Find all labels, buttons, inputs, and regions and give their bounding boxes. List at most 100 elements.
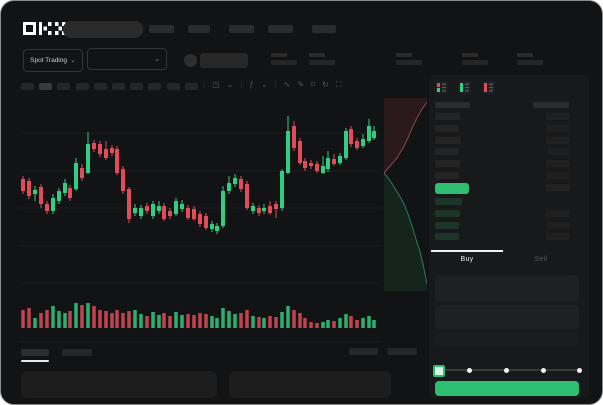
ticker-stat [462,53,492,65]
chart-footer-tab-2[interactable] [62,349,92,356]
orderbook-combined-icon[interactable] [435,81,448,94]
amount-input[interactable] [435,305,579,329]
bids-depth-area [384,173,427,291]
ask-amount-bar[interactable] [546,137,570,144]
chevron-down-icon: ⌄ [69,57,76,64]
draw-icon[interactable]: ✎ [297,80,305,89]
stat-value [396,60,422,65]
tab-buy[interactable]: Buy [460,256,474,263]
stat-label [309,53,325,57]
bid-price-bar[interactable] [435,198,462,205]
slider-stop-dot[interactable] [503,367,509,373]
ask-amount-bar[interactable] [547,172,570,179]
bid-amount-bar[interactable] [546,210,570,217]
coin-avatar[interactable] [184,54,197,67]
timeframe-button[interactable] [184,83,198,90]
line-type-icon[interactable]: ∿ [283,80,291,89]
chevron-down-icon: ⌄ [154,55,160,63]
tab-sell[interactable]: Sell [534,256,548,263]
timeframe-button[interactable] [166,83,180,90]
market-type-dropdown[interactable]: Spot Trading ⌄ [23,49,83,72]
okx-logo[interactable] [23,22,67,35]
timeframe-button[interactable] [130,83,144,90]
timeframe-button[interactable] [21,83,34,90]
total-row [435,332,579,346]
timeframe-button[interactable] [112,83,125,90]
active-tab-underline [21,360,49,362]
chart-footer-tab-1[interactable] [21,349,49,356]
indicator-icon[interactable]: ◳ [212,80,220,89]
ask-amount-bar[interactable] [548,148,570,155]
ticker-stat [396,53,426,65]
buy-button[interactable] [435,381,579,396]
timeframe-button[interactable] [148,83,162,90]
nav-item[interactable] [188,25,210,33]
bid-price-bar[interactable] [435,210,460,217]
market-type-label: Spot Trading [30,57,67,64]
chart-tools: | ◳ ⌄ | ƒ ⌄ | ∿ ✎ ⌑ ↻ ⛶ [203,81,341,89]
last-price-badge[interactable] [435,183,469,194]
active-trade-tab-indicator [431,250,503,252]
refresh-icon[interactable]: ↻ [322,80,329,89]
ask-price-bar[interactable] [435,148,459,155]
stat-label [271,53,287,57]
ask-price-bar[interactable] [435,172,459,179]
ticker-stat [517,53,547,65]
nav-item[interactable] [312,25,336,33]
orderbook-mode-switcher [435,81,501,99]
nav-item[interactable] [229,25,254,33]
fullscreen-icon[interactable]: ⛶ [335,80,342,89]
separator: | [240,80,243,89]
function-icon[interactable]: ƒ [249,80,254,89]
bid-price-bar[interactable] [435,222,459,229]
chevron-down-icon[interactable]: ⌄ [260,80,268,89]
chevron-down-icon[interactable]: ⌄ [226,80,234,89]
ask-amount-bar[interactable] [546,113,570,120]
slider-stop-dot[interactable] [576,367,582,373]
stat-label [517,53,533,57]
ask-price-bar[interactable] [435,137,461,144]
bid-amount-bar[interactable] [547,222,570,229]
timeframe-button[interactable] [75,83,89,90]
stat-label [396,53,412,57]
slider-stop-dot[interactable] [540,367,546,373]
stat-value [462,60,488,65]
asks-depth-line [384,101,427,174]
camera-icon[interactable]: ⌑ [311,80,316,89]
orderbook-asks-icon[interactable] [481,81,495,94]
bid-price-bar[interactable] [435,233,459,240]
pair-selector-dropdown[interactable]: ⌄ [87,48,167,70]
chart-scale-button-2[interactable] [387,348,417,355]
asks-depth-area [384,98,427,173]
separator: | [203,80,206,89]
slider-stop-dot[interactable] [466,367,472,373]
timeframe-button[interactable] [57,83,71,90]
timeframe-button[interactable] [39,83,53,90]
stat-value [517,60,543,65]
ask-amount-bar[interactable] [546,160,570,167]
pair-name-placeholder[interactable] [200,53,248,68]
amount-slider-track[interactable] [438,369,580,371]
candlestick-chart[interactable] [19,95,381,347]
nav-item[interactable] [268,25,293,33]
stat-label [462,53,478,57]
ask-amount-bar[interactable] [547,125,570,132]
price-input[interactable] [435,275,579,302]
orderbook-bids-icon[interactable] [458,81,472,94]
orderbook-price-header [435,102,470,108]
timeframe-button[interactable] [93,83,107,90]
ask-price-bar[interactable] [435,125,459,132]
amount-slider-handle[interactable] [433,365,445,377]
separator: | [274,80,277,89]
bottom-panel-left [21,371,217,398]
nav-item[interactable] [149,25,174,33]
ticker-stat [309,53,339,65]
chart-scale-button-1[interactable] [349,348,378,355]
bids-depth-line [384,172,427,285]
orderbook-amount-header [533,102,569,108]
stat-value [271,60,297,65]
bid-amount-bar[interactable] [546,233,570,240]
search-input[interactable] [63,21,143,38]
ask-price-bar[interactable] [435,113,460,120]
ask-price-bar[interactable] [435,160,460,167]
